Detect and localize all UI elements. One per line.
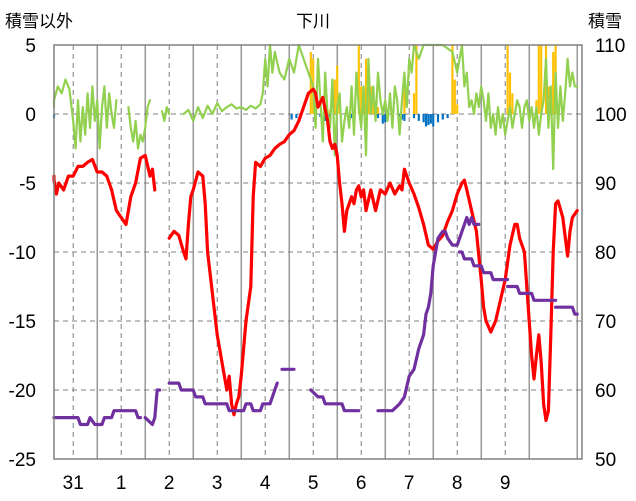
snow_depth-line [554, 305, 579, 316]
x-tick-label: 9 [500, 473, 511, 494]
snow_depth-line [167, 381, 279, 413]
chart-title: 下川 [296, 12, 330, 32]
left-axis-ticks: 5 0 -5 -10 -15 -20 -25 [9, 36, 36, 471]
precip_negative-bar [436, 114, 440, 123]
precip_negative-bar [324, 114, 327, 121]
right-tick-label: 70 [595, 312, 616, 333]
x-tick-label: 3 [212, 473, 223, 494]
x-tick-label: 8 [452, 473, 463, 494]
snowfall-bar [360, 86, 363, 114]
x-tick-label: 6 [356, 473, 367, 494]
precip_negative-bar [427, 114, 430, 126]
grid [54, 45, 582, 459]
plot-frame [53, 44, 583, 460]
snowfall-bar [336, 65, 339, 114]
snowfall-bar [508, 72, 512, 114]
snow_depth-line [506, 284, 558, 302]
snowfall-bar [456, 104, 459, 114]
left-tick-label: -20 [9, 381, 36, 402]
snowfall-bar [540, 45, 543, 114]
precip_negative-bar [441, 114, 444, 120]
right-tick-label: 110 [595, 36, 625, 57]
precip_negative-bar [290, 114, 293, 120]
precip_negative-bar [400, 114, 404, 120]
x-tick-label: 1 [116, 473, 127, 494]
snowfall-bar [357, 45, 360, 114]
precip_negative-bar [424, 114, 428, 127]
line-layer [52, 43, 579, 427]
snowfall-bar [333, 79, 336, 114]
left-tick-label: 5 [25, 36, 36, 57]
precip_negative-bar [381, 114, 384, 124]
snowfall-bar [364, 58, 368, 114]
x-tick-label: 4 [260, 473, 271, 494]
right-axis-ticks: 110 100 90 80 70 60 50 [595, 36, 627, 471]
temperature-line [52, 153, 157, 226]
snow_depth-line [143, 388, 162, 427]
left-tick-label: -15 [9, 312, 36, 333]
precip_negative-bar [398, 114, 401, 117]
snowfall-bar [412, 93, 416, 114]
right-axis-label: 積雪 [588, 12, 622, 32]
precip_negative-bar [432, 114, 435, 127]
snow_depth-line [52, 409, 142, 427]
precip_negative-bar [412, 114, 416, 119]
snow_depth-line [376, 215, 481, 413]
wind-line [127, 99, 152, 150]
x-tick-label: 31 [63, 473, 84, 494]
snowfall-bar [511, 93, 514, 114]
left-tick-label: -25 [9, 450, 36, 471]
precip_negative-bar [417, 114, 420, 121]
precip_negative-bar [429, 114, 432, 124]
snowfall-bar [309, 51, 312, 114]
right-tick-label: 90 [595, 174, 616, 195]
x-tick-label: 2 [164, 473, 175, 494]
right-tick-label: 100 [595, 105, 627, 126]
x-tick-label: 5 [308, 473, 319, 494]
left-tick-label: -5 [19, 174, 36, 195]
snow_depth-line [458, 250, 510, 282]
right-tick-label: 50 [595, 450, 616, 471]
temperature-line [167, 87, 579, 422]
left-tick-label: 0 [25, 105, 36, 126]
left-axis-label: 積雪以外 [5, 12, 73, 32]
snowfall-bar [537, 45, 540, 114]
precip_negative-bar [384, 114, 387, 123]
precip_negative-bar [403, 114, 406, 121]
snowfall-bar [376, 107, 380, 114]
snowfall-bar [403, 72, 406, 114]
x-tick-label: 7 [404, 473, 415, 494]
left-tick-label: -10 [9, 243, 36, 264]
snowfall-bar [453, 79, 456, 114]
wind-line [52, 78, 118, 150]
precip_negative-bar [350, 114, 353, 119]
right-tick-label: 80 [595, 243, 616, 264]
snowfall-bar [451, 45, 454, 114]
wind-line [182, 43, 579, 171]
precip_negative-bar [422, 114, 425, 123]
snowfall-bar [372, 100, 375, 114]
right-tick-label: 60 [595, 381, 616, 402]
precip_negative-bar [376, 114, 380, 119]
snow_depth-line [309, 388, 361, 413]
x-axis-ticks: 31 1 2 3 4 5 6 7 8 9 [63, 473, 511, 494]
snowfall-bar [415, 45, 418, 114]
precip_negative-bar [446, 114, 449, 119]
snowfall-bar [506, 45, 509, 114]
wind-line [160, 106, 171, 122]
snowfall-bar [552, 51, 555, 114]
precip_negative-bar [295, 114, 298, 119]
